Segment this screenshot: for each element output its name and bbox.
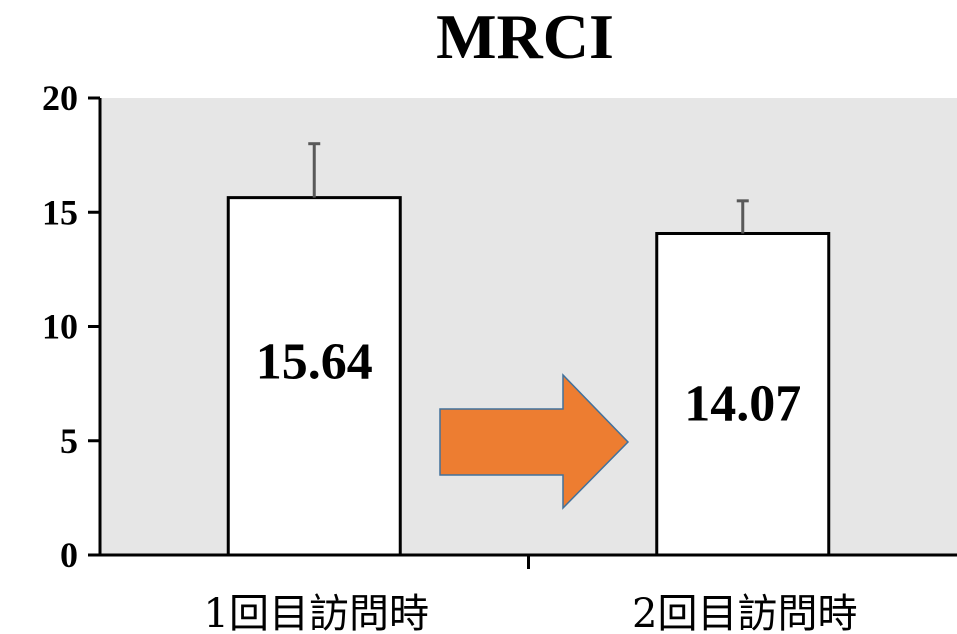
error-bars-group (308, 142, 749, 234)
right-arrow-icon (439, 373, 630, 510)
y-tick-label: 15 (42, 192, 78, 232)
value-labels-group: 15.64 14.07 (256, 333, 802, 432)
data-label: 15.64 (256, 333, 373, 390)
chart-title: MRCI (436, 1, 614, 72)
bar (226, 196, 402, 557)
category-label: 2回目訪問時 (632, 591, 857, 634)
bars-group (226, 196, 831, 557)
y-tick-label: 10 (42, 307, 78, 347)
bar (655, 232, 831, 557)
data-label: 14.07 (684, 375, 801, 432)
y-tick-label: 0 (60, 535, 78, 575)
category-labels-group: 1回目訪問時 2回目訪問時 (204, 591, 858, 634)
y-tick-label: 20 (42, 78, 78, 118)
y-axis-ticks: 0 5 10 15 20 (42, 78, 100, 575)
y-tick-label: 5 (60, 421, 78, 461)
category-label: 1回目訪問時 (204, 591, 429, 634)
